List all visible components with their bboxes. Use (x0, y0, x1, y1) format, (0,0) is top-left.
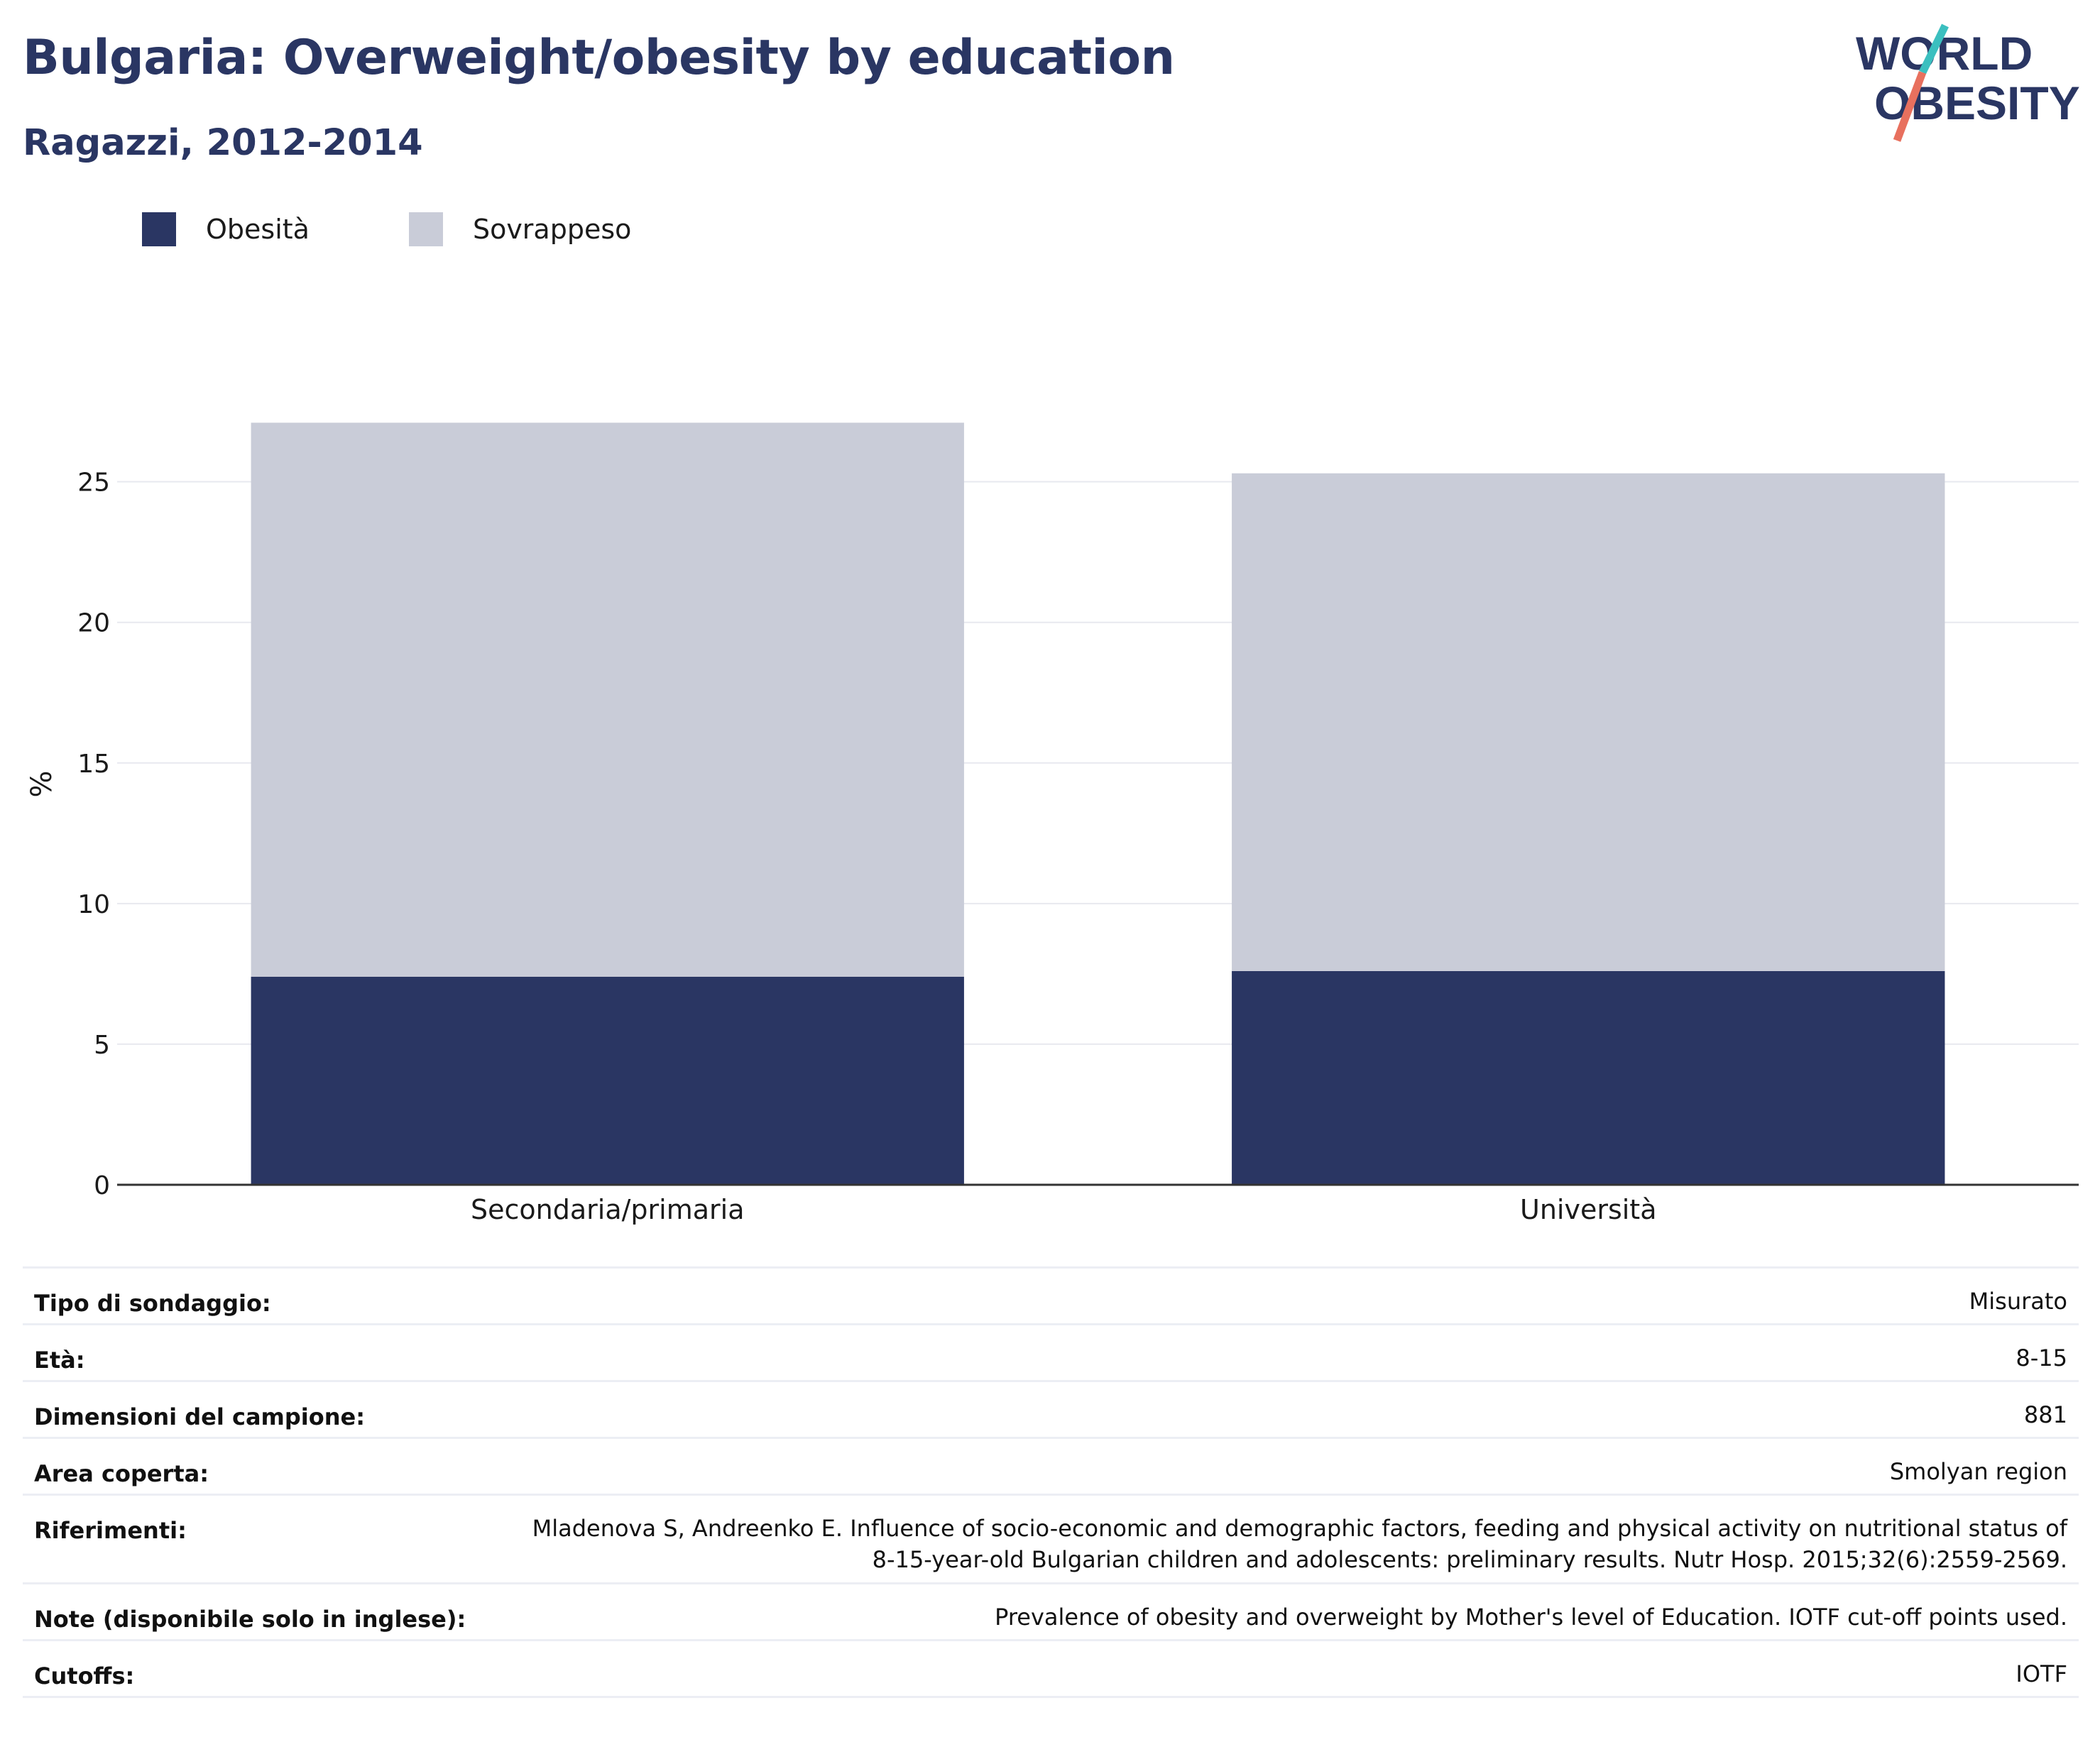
legend-item-overweight[interactable]: Sovrappeso (408, 212, 632, 246)
y-tick-label: 0 (94, 1171, 110, 1200)
info-value: Mladenova S, Andreenko E. Influence of s… (532, 1513, 2067, 1575)
info-value: Smolyan region (1889, 1458, 2067, 1485)
info-label: Età: (34, 1347, 85, 1374)
y-tick-label: 10 (77, 890, 110, 919)
info-row-survey-type: Tipo di sondaggio: Misurato (23, 1269, 2079, 1325)
y-tick-label: 5 (94, 1031, 110, 1060)
info-value: Prevalence of obesity and overweight by … (995, 1604, 2067, 1631)
info-label: Cutoffs: (34, 1663, 135, 1690)
stacked-bar-chart: 0 5 10 15 20 25% Secondaria/primaria Università (26, 422, 2079, 1225)
y-tick-label: 15 (77, 750, 110, 779)
y-tick-label: 20 (77, 609, 110, 638)
world-obesity-logo: WORLD OBESITY (1856, 23, 2080, 142)
y-axis-title: % (26, 770, 58, 797)
y-tick-label: 25 (77, 469, 110, 498)
info-table: Tipo di sondaggio: Misurato Età: 8-15 Di… (23, 1266, 2079, 1698)
logo-slash-teal (1919, 23, 1949, 75)
logo-slash-coral (1893, 71, 1927, 142)
x-tick-label: Secondaria/primaria (471, 1194, 744, 1225)
info-label: Note (disponibile solo in inglese): (34, 1606, 466, 1633)
info-value: 8-15 (2016, 1345, 2067, 1371)
info-label: Tipo di sondaggio: (34, 1290, 271, 1317)
info-label: Area coperta: (34, 1460, 209, 1487)
legend-item-obesity[interactable]: Obesità (142, 212, 310, 246)
chart-legend: Obesità Sovrappeso (142, 209, 731, 249)
x-tick-label: Università (1520, 1194, 1657, 1225)
info-row-cutoffs: Cutoffs: IOTF (23, 1641, 2079, 1698)
legend-label-obesity: Obesità (206, 214, 310, 245)
chart-title: Bulgaria: Overweight/obesity by educatio… (23, 30, 1175, 86)
info-label: Dimensioni del campione: (34, 1403, 366, 1430)
legend-swatch-obesity (142, 212, 176, 246)
info-value: Misurato (1969, 1288, 2067, 1315)
info-value: 881 (2023, 1401, 2067, 1428)
legend-label-overweight: Sovrappeso (472, 214, 632, 245)
info-label: Riferimenti: (34, 1517, 187, 1544)
info-row-sample-size: Dimensioni del campione: 881 (23, 1382, 2079, 1439)
bar-overweight (1232, 473, 1945, 971)
reference-line-2: 8-15-year-old Bulgarian children and ado… (872, 1546, 2067, 1573)
info-row-area: Area coperta: Smolyan region (23, 1439, 2079, 1496)
bar-overweight (251, 422, 964, 977)
info-row-references: Riferimenti: Mladenova S, Andreenko E. I… (23, 1496, 2079, 1584)
reference-line-1: Mladenova S, Andreenko E. Influence of s… (532, 1515, 2067, 1542)
info-value: IOTF (2016, 1660, 2067, 1687)
bar-obesity (1232, 970, 1945, 1185)
info-row-age: Età: 8-15 (23, 1325, 2079, 1382)
info-row-notes: Note (disponibile solo in inglese): Prev… (23, 1584, 2079, 1641)
chart-subtitle: Ragazzi, 2012-2014 (23, 122, 423, 164)
legend-swatch-overweight (408, 212, 443, 246)
bar-obesity (251, 976, 964, 1185)
